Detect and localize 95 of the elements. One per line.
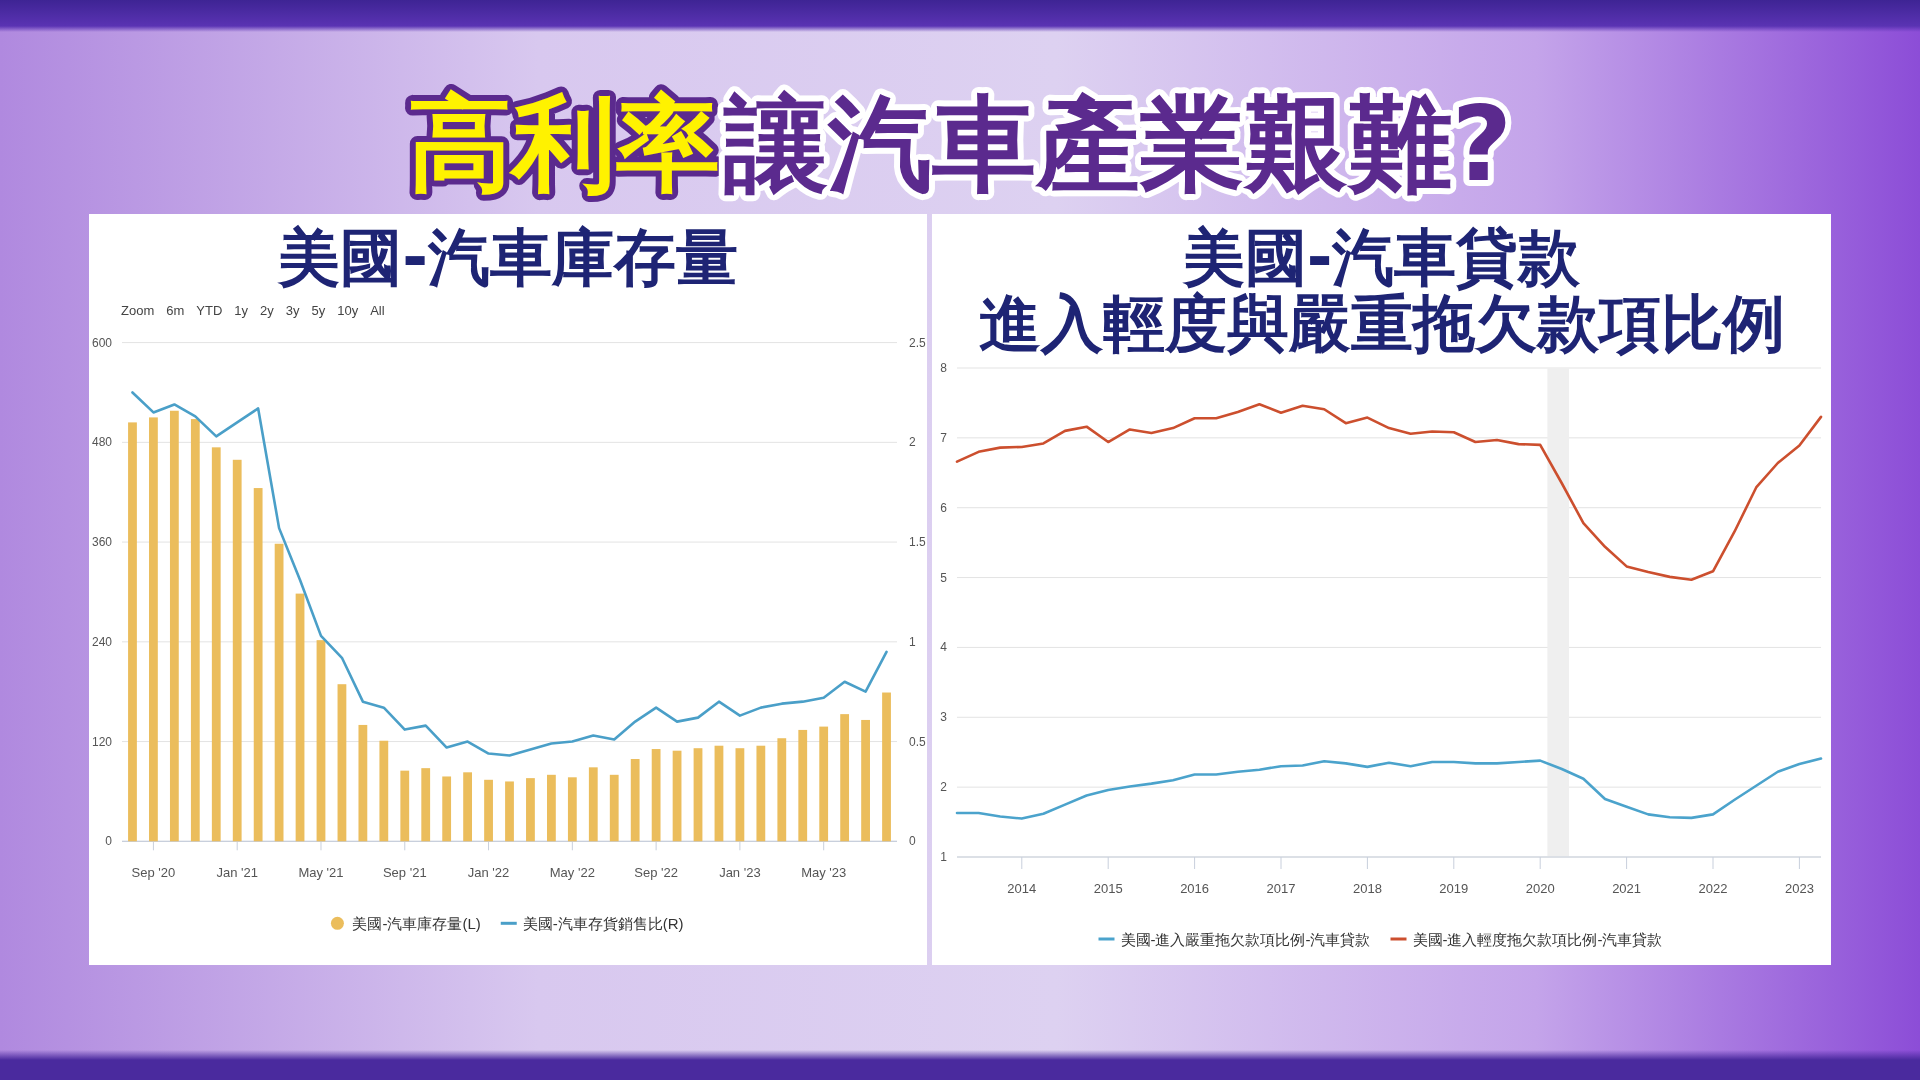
legend-label: 美國-進入嚴重拖欠款項比例-汽車貸款 bbox=[1120, 930, 1371, 948]
y-tick-label: 0 bbox=[105, 834, 113, 849]
x-tick-label: 2020 bbox=[1525, 880, 1555, 896]
bar bbox=[484, 779, 493, 842]
x-tick-label: 2014 bbox=[1007, 880, 1037, 896]
x-tick-label: Jan '22 bbox=[467, 864, 510, 880]
y-tick-label: 5 bbox=[940, 570, 948, 585]
y2-tick-label: 1.5 bbox=[909, 535, 927, 550]
bar bbox=[567, 777, 577, 842]
bar bbox=[693, 748, 703, 842]
x-tick-label: May '21 bbox=[298, 864, 344, 880]
y-tick-label: 3 bbox=[940, 710, 948, 725]
y2-tick-label: 0.5 bbox=[909, 734, 927, 749]
legend-label: 美國-汽車庫存量(L) bbox=[352, 914, 481, 932]
bar bbox=[609, 774, 619, 842]
bar bbox=[400, 770, 410, 842]
chart-title: 美國-汽車庫存量 bbox=[277, 221, 738, 294]
x-tick-label: Sep '22 bbox=[634, 864, 678, 880]
bar bbox=[861, 719, 870, 842]
bar bbox=[630, 759, 640, 842]
text: 5y bbox=[311, 303, 326, 318]
x-tick-label: Jan '23 bbox=[719, 864, 761, 880]
y-tick-label: 480 bbox=[91, 435, 113, 450]
x-tick-label: 2018 bbox=[1352, 880, 1382, 896]
y2-tick-label: 0 bbox=[909, 834, 916, 849]
x-tick-label: Sep '20 bbox=[131, 864, 176, 880]
y-tick-label: 240 bbox=[91, 634, 113, 649]
x-tick-label: 2021 bbox=[1612, 880, 1642, 896]
x-tick-label: Sep '21 bbox=[382, 864, 427, 880]
bar bbox=[526, 778, 535, 842]
text: 6m bbox=[166, 303, 185, 318]
bar bbox=[463, 772, 473, 842]
bar bbox=[253, 488, 263, 842]
x-tick-label: 2016 bbox=[1180, 880, 1210, 896]
bar bbox=[756, 745, 766, 842]
bar bbox=[232, 459, 242, 842]
line-series bbox=[131, 391, 888, 757]
bar bbox=[316, 640, 326, 842]
x-tick-label: May '23 bbox=[801, 864, 847, 880]
y-tick-label: 600 bbox=[91, 335, 113, 350]
bar bbox=[714, 745, 724, 842]
line-series bbox=[955, 403, 1823, 581]
y-tick-label: 360 bbox=[91, 535, 113, 550]
y2-tick-label: 2.5 bbox=[909, 335, 927, 350]
text: YTD bbox=[196, 303, 223, 318]
bar bbox=[379, 740, 389, 842]
y-tick-label: 4 bbox=[940, 640, 948, 655]
bar bbox=[421, 768, 431, 842]
text: 高利率 bbox=[407, 83, 720, 205]
legend-label: 美國-進入輕度拖欠款項比例-汽車貸款 bbox=[1412, 930, 1663, 948]
bar bbox=[337, 684, 347, 842]
bar bbox=[819, 726, 829, 842]
legend-label: 美國-汽車存貨銷售比(R) bbox=[522, 914, 684, 932]
bar bbox=[672, 750, 682, 842]
y-tick-label: 6 bbox=[940, 500, 948, 515]
bar bbox=[442, 776, 452, 842]
bar bbox=[358, 724, 368, 842]
text: 2y bbox=[260, 303, 275, 318]
bar bbox=[798, 729, 808, 842]
y-tick-label: 120 bbox=[91, 734, 113, 749]
y2-tick-label: 1 bbox=[909, 634, 916, 649]
bar bbox=[149, 417, 158, 842]
bar bbox=[882, 692, 891, 842]
bar bbox=[735, 748, 745, 842]
text: 10y bbox=[337, 303, 359, 318]
bar bbox=[295, 593, 305, 842]
bar bbox=[190, 419, 200, 842]
text: 1y bbox=[234, 303, 249, 318]
x-tick-label: 2023 bbox=[1784, 880, 1814, 896]
y-tick-label: 1 bbox=[940, 850, 948, 864]
x-tick-label: 2015 bbox=[1093, 880, 1123, 896]
y-tick-label: 2 bbox=[940, 780, 948, 795]
bar bbox=[274, 543, 284, 842]
bar bbox=[777, 738, 787, 842]
x-tick-label: May '22 bbox=[549, 864, 595, 880]
bar bbox=[128, 422, 137, 842]
y-tick-label: 8 bbox=[940, 361, 948, 375]
text: All bbox=[370, 303, 385, 318]
y-tick-label: 7 bbox=[940, 430, 948, 445]
bar bbox=[505, 781, 514, 842]
x-tick-label: 2019 bbox=[1439, 880, 1469, 896]
text: 3y bbox=[285, 303, 300, 318]
y2-tick-label: 2 bbox=[909, 435, 916, 450]
bar bbox=[546, 774, 556, 842]
x-tick-label: Jan '21 bbox=[216, 864, 258, 880]
x-tick-label: 2022 bbox=[1698, 880, 1728, 896]
bar bbox=[211, 447, 221, 842]
bar bbox=[651, 749, 661, 842]
bar bbox=[169, 410, 179, 842]
line-series bbox=[955, 757, 1823, 820]
bar bbox=[840, 714, 850, 842]
x-tick-label: 2017 bbox=[1266, 880, 1296, 896]
bar bbox=[588, 767, 598, 842]
text: Zoom bbox=[121, 303, 155, 318]
text: 讓汽車產業艱難? bbox=[722, 83, 1513, 205]
